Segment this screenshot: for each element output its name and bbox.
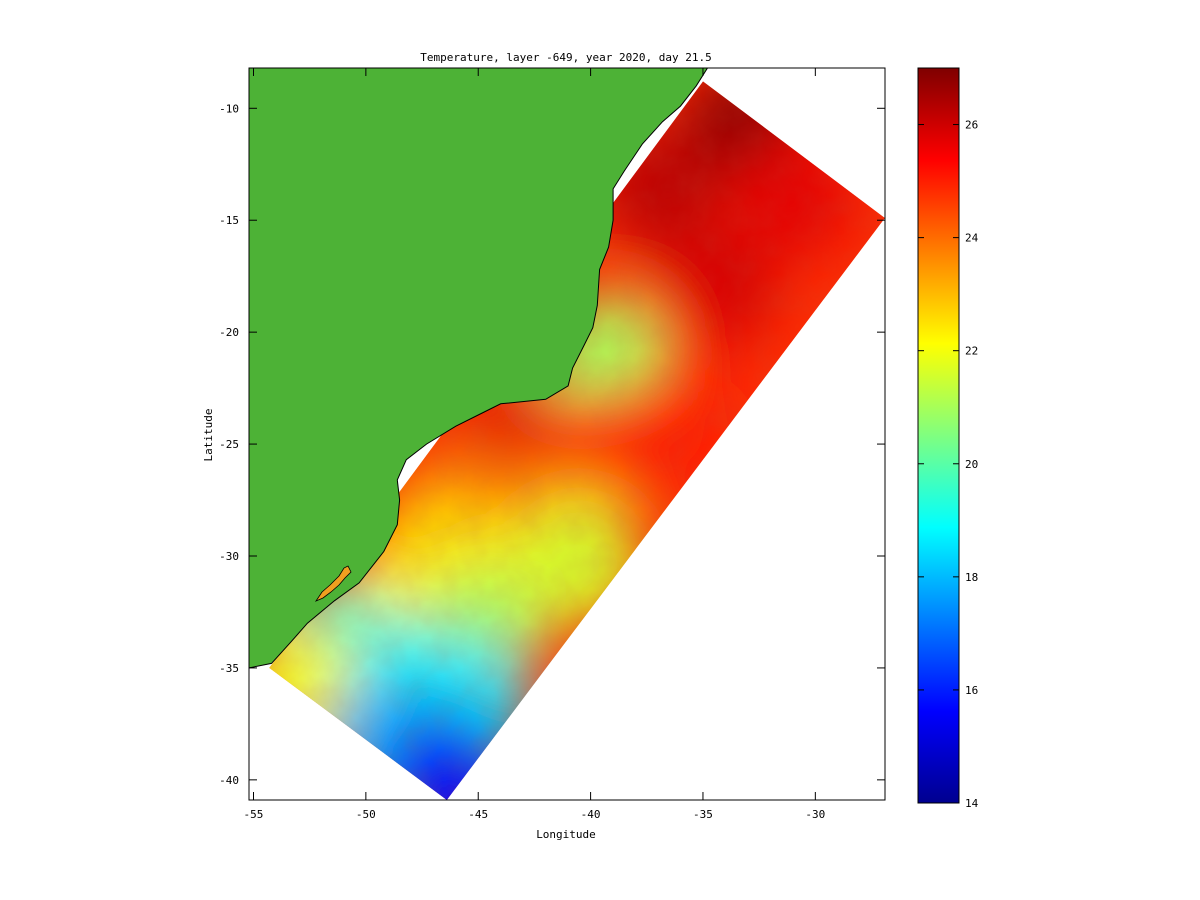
y-tick-label: -20 [219,326,239,339]
colorbar-tick-label: 22 [965,345,978,358]
plot-title: Temperature, layer -649, year 2020, day … [420,51,711,64]
colorbar-tick-label: 18 [965,571,978,584]
colorbar-tick-label: 20 [965,458,978,471]
y-tick-label: -15 [219,214,239,227]
y-tick-label: -35 [219,662,239,675]
plot-frame [248,67,886,801]
colorbar-axis: 14 16 18 20 22 24 26 [918,119,979,810]
x-tick-label: -30 [805,808,825,821]
colorbar-tick-label: 26 [965,119,978,132]
y-axis-title: Latitude [202,409,215,462]
colorbar: 14 16 18 20 22 24 26 [917,67,979,810]
y-tick-label: -10 [219,102,239,115]
colorbar-gradient [917,67,960,804]
x-tick-label: -35 [693,808,713,821]
plot-area: -55 -50 -45 -40 -35 -30 -10 -15 -20 -25 -30 -35 -40 [219,67,886,821]
x-tick-label: -55 [244,808,264,821]
land-mass [249,68,709,669]
x-tick-label: -40 [581,808,601,821]
x-axis-title: Longitude [536,828,596,841]
x-axis: -55 -50 -45 -40 -35 -30 [244,68,825,821]
colorbar-tick-label: 14 [965,797,979,810]
y-tick-label: -25 [219,438,239,451]
x-tick-label: -45 [468,808,488,821]
x-tick-label: -50 [356,808,376,821]
y-axis: -10 -15 -20 -25 -30 -35 -40 [219,102,885,787]
y-tick-label: -40 [219,774,239,787]
colorbar-tick-label: 16 [965,684,978,697]
lagoon-patos [314,565,352,602]
y-tick-label: -30 [219,550,239,563]
colorbar-tick-label: 24 [965,232,979,245]
